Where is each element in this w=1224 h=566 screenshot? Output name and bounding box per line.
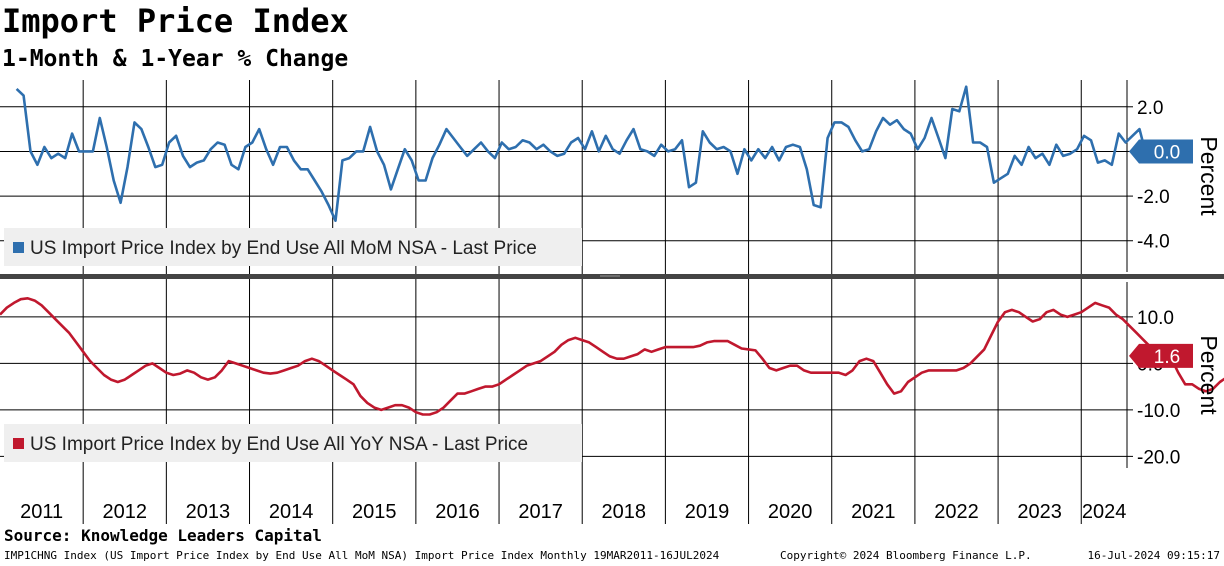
y-tick-label: -2.0 — [1137, 187, 1170, 208]
legend: US Import Price Index by End Use All MoM… — [4, 228, 582, 266]
footer-copyright: Copyright© 2024 Bloomberg Finance L.P. — [780, 549, 1032, 562]
last-value-tag: 0.0 — [1129, 139, 1193, 164]
x-tick-label: 2015 — [352, 501, 397, 523]
x-tick-label: 2017 — [518, 501, 563, 523]
x-tick-label: 2013 — [186, 501, 231, 523]
y-axis-title: Percent — [1196, 335, 1222, 415]
y-tick-label: 10.0 — [1137, 308, 1174, 329]
x-tick-label: 2011 — [20, 501, 63, 523]
x-tick-label: 2016 — [435, 501, 480, 523]
x-tick-label: 2019 — [685, 501, 730, 523]
y-tick-label: -4.0 — [1137, 232, 1170, 253]
legend: US Import Price Index by End Use All YoY… — [4, 424, 582, 462]
footer-timestamp: 16-Jul-2024 09:15:17 — [1087, 549, 1220, 562]
chart-title: Import Price Index — [2, 2, 349, 40]
legend-swatch — [13, 242, 24, 253]
x-tick-label: 2021 — [851, 501, 896, 523]
chart-subtitle: 1-Month & 1-Year % Change — [2, 46, 349, 72]
legend-label: US Import Price Index by End Use All MoM… — [30, 238, 537, 259]
x-tick-label: 2020 — [768, 501, 813, 523]
legend-label: US Import Price Index by End Use All YoY… — [30, 434, 528, 455]
last-value-tag-shape — [1129, 139, 1193, 164]
mom-series-line — [15, 85, 1155, 222]
last-value-tag-shape — [1129, 343, 1193, 368]
y-tick-label: 2.0 — [1137, 98, 1163, 119]
legend-swatch — [13, 438, 24, 449]
chart-canvas: 2011 2012 2013 2014 2015 2016 2017 2018 2019 2020… — [0, 80, 1224, 524]
x-tick-label: 2024 — [1082, 501, 1127, 523]
x-tick-label: 2014 — [269, 501, 314, 523]
legend-box — [4, 228, 582, 266]
last-value-tag: 1.6 — [1129, 343, 1193, 368]
x-tick-label: 2012 — [103, 501, 148, 523]
footer-series-info: IMP1CHNG Index (US Import Price Index by… — [4, 549, 720, 562]
yoy-series-line — [0, 296, 1224, 416]
y-tick-label: -10.0 — [1137, 401, 1180, 422]
x-tick-label: 2022 — [934, 501, 979, 523]
x-tick-label: 2018 — [602, 501, 647, 523]
y-axis-title: Percent — [1196, 136, 1222, 216]
y-tick-label: -20.0 — [1137, 447, 1180, 468]
last-value-text: 0.0 — [1154, 142, 1180, 163]
last-value-text: 1.6 — [1154, 347, 1180, 368]
source-note: Source: Knowledge Leaders Capital — [4, 526, 322, 545]
x-tick-label: 2023 — [1017, 501, 1062, 523]
legend-box — [4, 424, 582, 462]
